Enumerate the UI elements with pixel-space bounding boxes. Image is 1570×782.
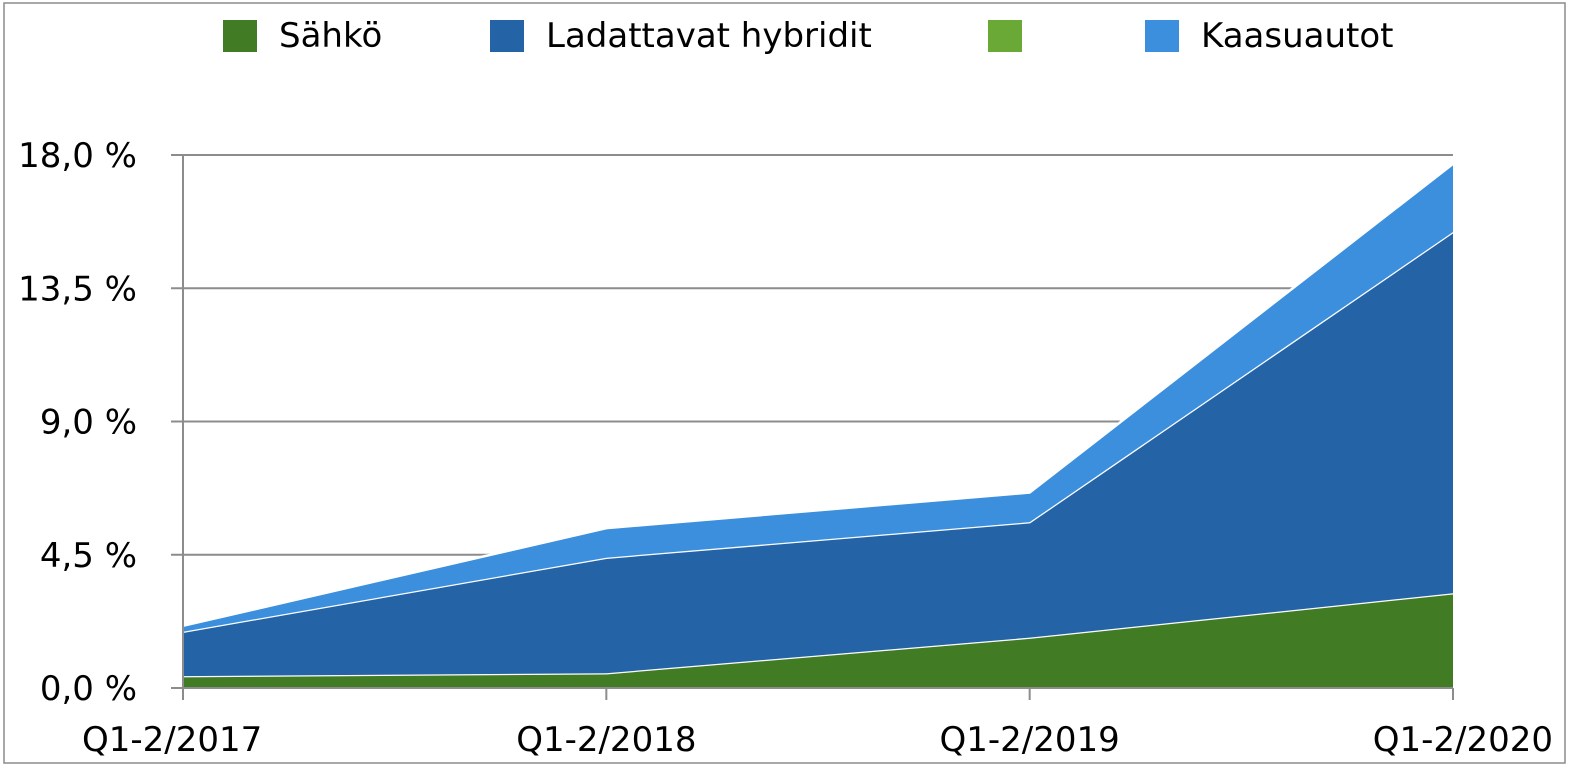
legend-label-0: Sähkö [279,16,382,56]
y-tick-label-3: 13,5 % [18,269,137,309]
area-series-1 [183,231,1453,677]
y-tick-label-0: 0,0 % [40,669,137,709]
area-series-3 [183,163,1453,632]
legend-swatch-3 [1145,20,1179,52]
legend: Sähkö Ladattavat hybridit Kaasuautot [223,16,1393,56]
legend-label-3: Kaasuautot [1201,16,1393,56]
y-tick-label-1: 4,5 % [40,536,137,576]
area-series-0 [183,593,1453,688]
area-series-layer [182,162,1454,688]
area-series-3-edge [182,162,1454,628]
y-tick-labels: 0,0 % 4,5 % 9,0 % 13,5 % 18,0 % [18,136,137,709]
y-tick-label-4: 18,0 % [18,136,137,176]
x-tick-label-0: Q1-2/2017 [82,720,262,760]
x-tick-label-1: Q1-2/2018 [516,720,696,760]
legend-label-1: Ladattavat hybridit [546,16,872,56]
legend-swatch-1 [490,20,524,52]
legend-swatch-2 [988,20,1022,52]
legend-swatch-0 [223,20,257,52]
x-tick-labels: Q1-2/2017 Q1-2/2018 Q1-2/2019 Q1-2/2020 [82,720,1553,760]
y-tick-label-2: 9,0 % [40,403,137,443]
x-tick-label-2: Q1-2/2019 [940,720,1120,760]
axes [171,154,1454,700]
x-tick-label-3: Q1-2/2020 [1373,720,1553,760]
